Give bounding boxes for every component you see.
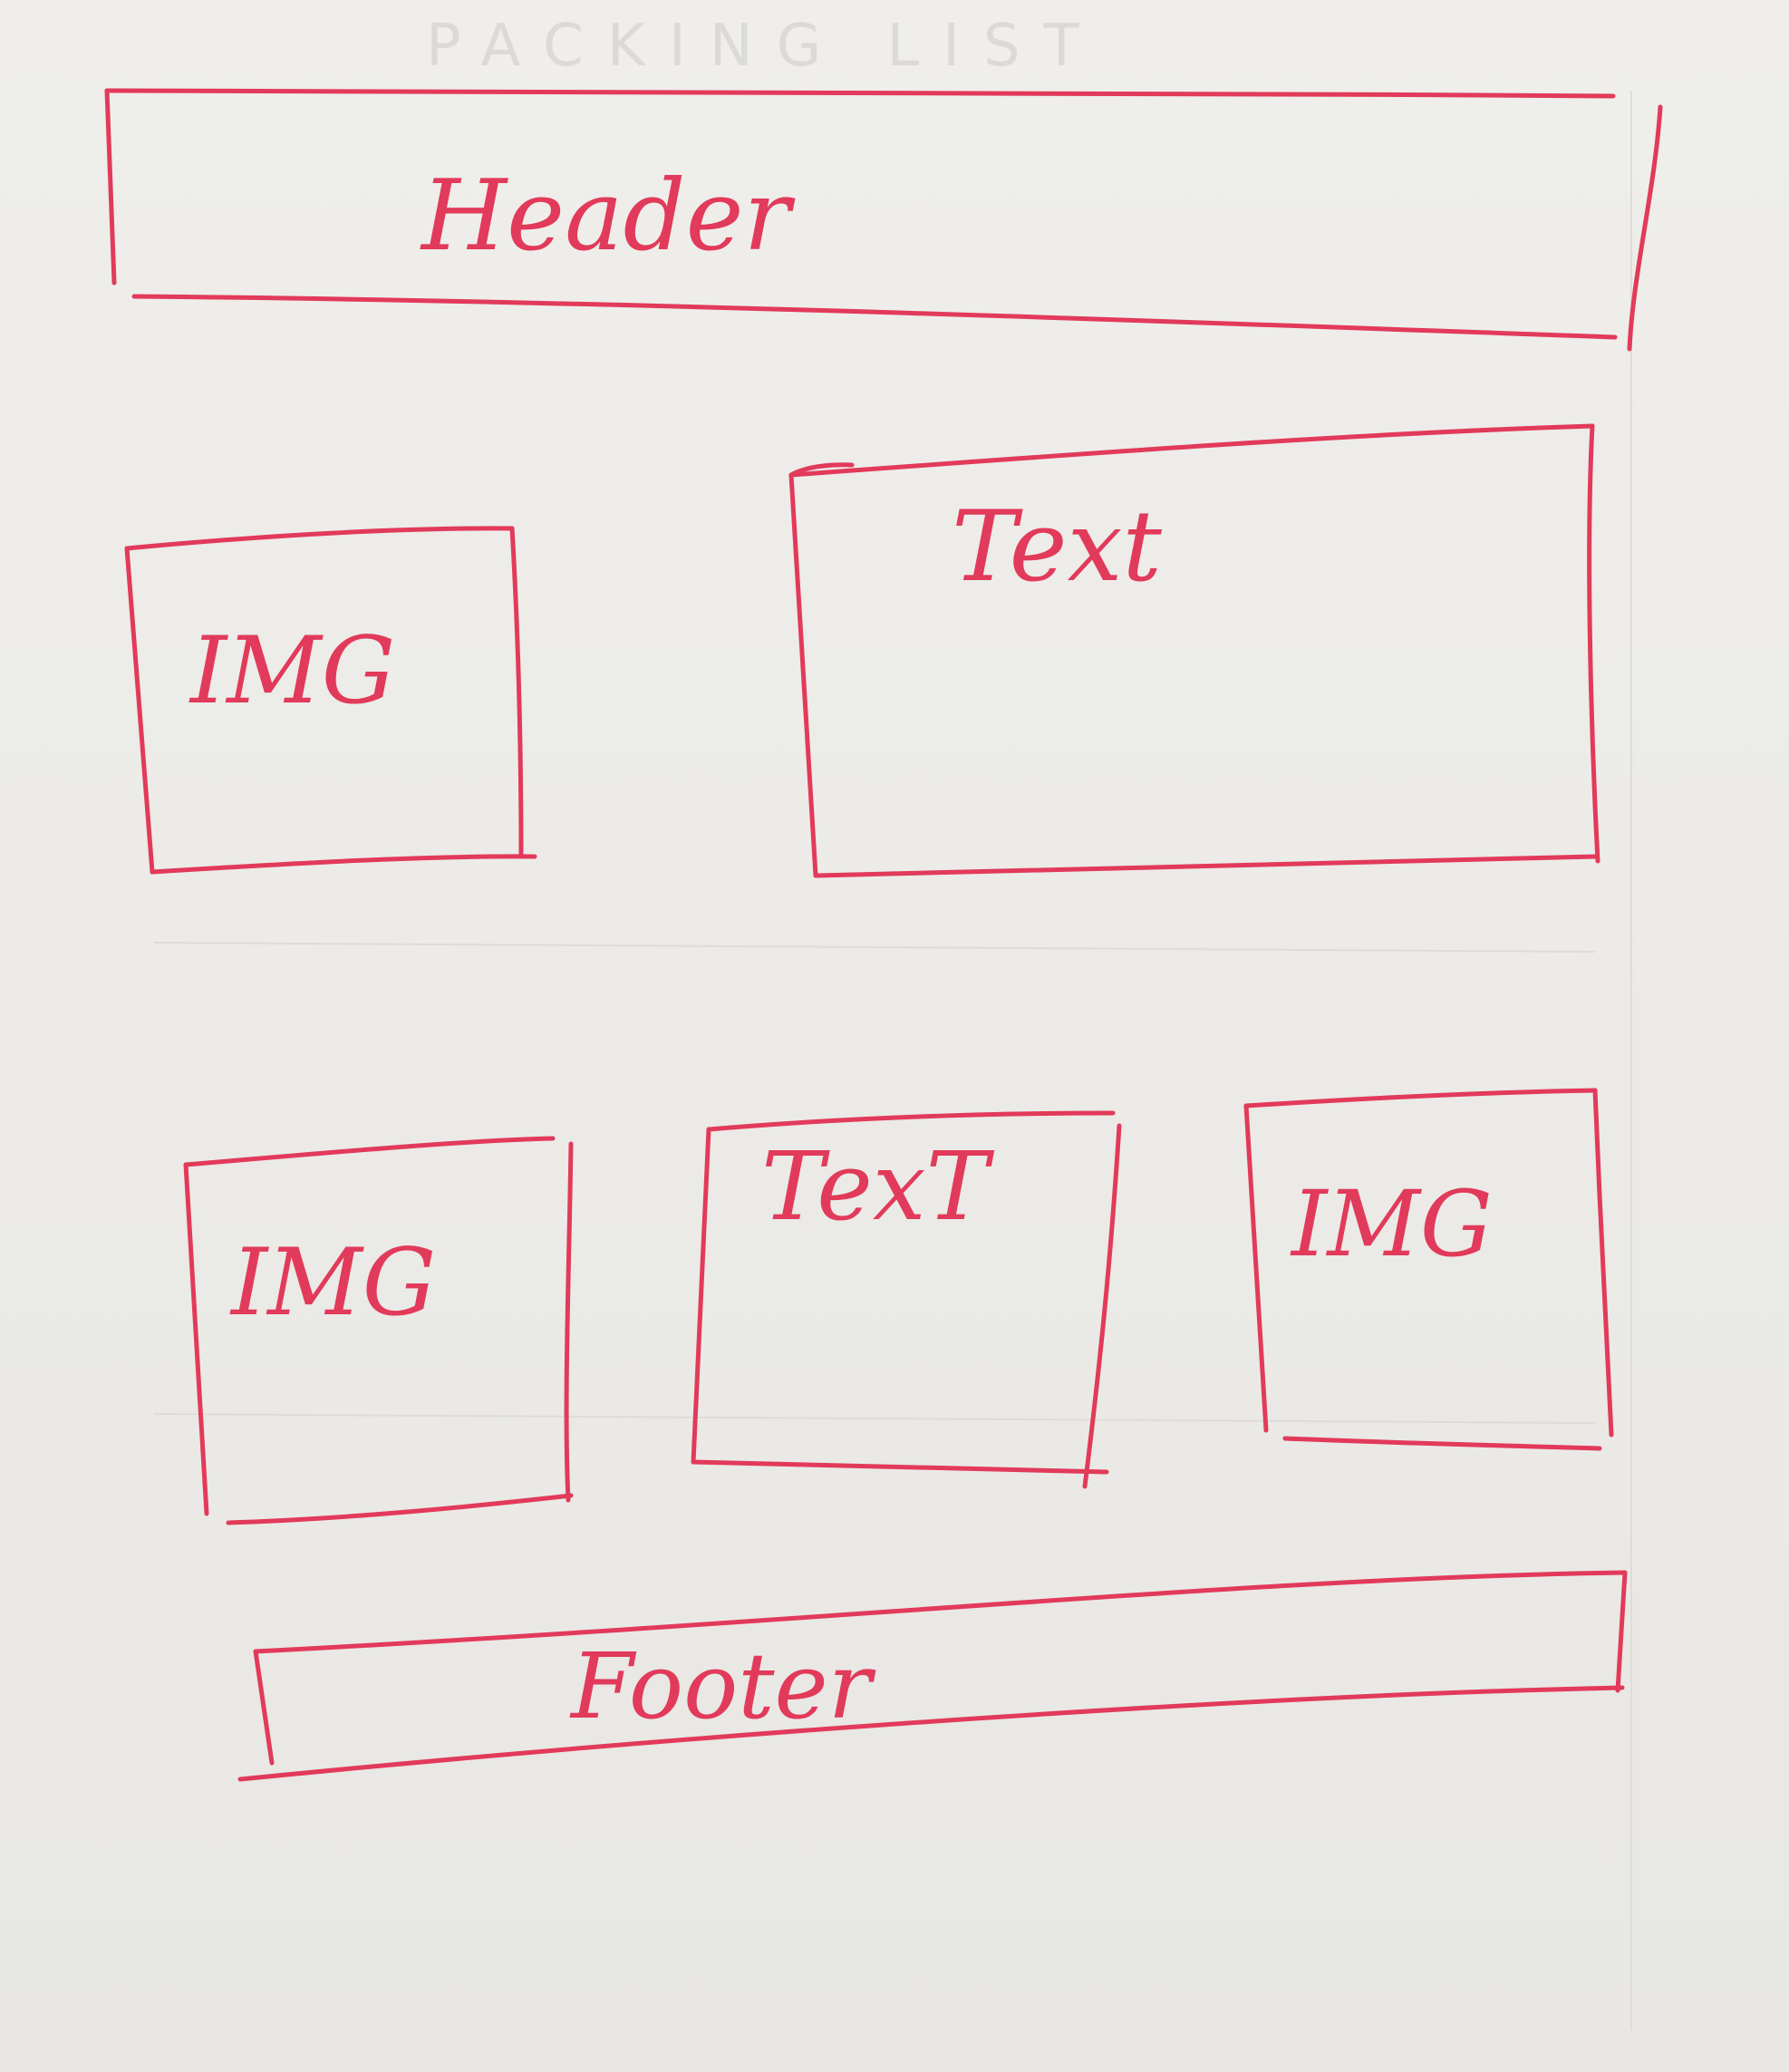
footer-box-right xyxy=(1615,1570,1628,1693)
row1-text-box-right xyxy=(1587,423,1600,864)
row1-image-box-top xyxy=(124,526,515,551)
header-label: Header xyxy=(420,160,796,273)
paper-guide-line xyxy=(153,942,1596,953)
row1-text-box-bottom xyxy=(813,854,1598,878)
row2-text-box-bottom xyxy=(691,1459,1109,1475)
row2-image-left-box-left xyxy=(183,1162,209,1516)
footer-box: Footer xyxy=(237,1570,1628,1782)
header-box: Header xyxy=(104,88,1663,352)
row2-image-right-box-left xyxy=(1243,1103,1269,1433)
row1-text-box: Text xyxy=(788,423,1600,878)
row1-image-box-bottom xyxy=(150,854,537,875)
header-box-top xyxy=(104,88,1616,99)
footer-box-left xyxy=(253,1649,275,1766)
footer-box-top xyxy=(253,1570,1628,1654)
row1-image-box-right xyxy=(509,526,524,859)
paper-guide-line xyxy=(153,1413,1596,1424)
row2-image-right-box: IMG xyxy=(1243,1088,1614,1451)
row2-image-right-label: IMG xyxy=(1290,1171,1493,1277)
row2-image-right-box-right xyxy=(1592,1088,1614,1438)
row1-image-label: IMG xyxy=(189,617,395,725)
footer-box-bottom xyxy=(237,1685,1625,1782)
row2-text-box-right xyxy=(1082,1123,1122,1489)
row2-text-box-top xyxy=(706,1110,1116,1132)
row2-image-left-box-top xyxy=(183,1136,556,1167)
row2-image-right-box-bottom xyxy=(1282,1436,1602,1451)
paper-guides xyxy=(153,91,1632,2030)
row2-text-box-left xyxy=(691,1127,711,1465)
row2-image-left-box: IMG xyxy=(183,1136,574,1525)
row2-image-left-label: IMG xyxy=(229,1229,436,1337)
row2-text-box: TexT xyxy=(691,1110,1122,1489)
row1-text-box-top xyxy=(788,423,1595,478)
faint-print-text: PACKING LIST xyxy=(426,13,1103,80)
row2-image-left-box-right xyxy=(564,1141,574,1503)
header-box-right xyxy=(1627,104,1663,352)
row1-image-box-left xyxy=(124,546,155,875)
row1-image-box: IMG xyxy=(124,526,537,875)
header-box-left xyxy=(104,88,117,286)
header-box-bottom xyxy=(131,294,1618,340)
row1-text-box-left xyxy=(788,472,818,878)
row1-text-label: Text xyxy=(952,490,1162,604)
row2-image-left-box-bottom xyxy=(226,1493,574,1525)
row2-text-label: TexT xyxy=(761,1131,994,1242)
row2-image-right-box-top xyxy=(1243,1088,1598,1109)
footer-label: Footer xyxy=(569,1633,876,1739)
